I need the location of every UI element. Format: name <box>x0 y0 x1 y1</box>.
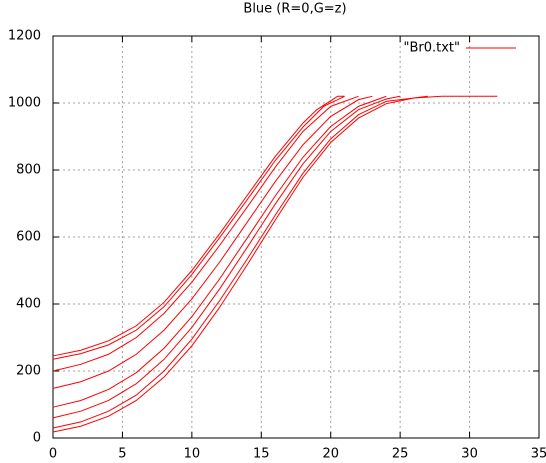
chart-title: Blue (R=0,G=z) <box>243 2 346 17</box>
y-tick-label: 800 <box>16 163 41 178</box>
x-tick-label: 10 <box>184 447 201 462</box>
x-tick-label: 5 <box>118 447 126 462</box>
y-tick-label: 200 <box>16 364 41 379</box>
x-tick-label: 20 <box>322 447 339 462</box>
x-tick-label: 30 <box>461 447 478 462</box>
x-tick-label: 35 <box>531 447 546 462</box>
y-tick-label: 600 <box>16 230 41 245</box>
x-tick-label: 25 <box>392 447 409 462</box>
legend-label: "Br0.txt" <box>403 41 460 56</box>
y-tick-label: 1200 <box>8 29 41 44</box>
y-tick-label: 0 <box>33 431 41 446</box>
x-tick-label: 0 <box>49 447 57 462</box>
data-line <box>52 95 498 433</box>
y-tick-label: 400 <box>16 297 41 312</box>
x-tick-label: 15 <box>253 447 270 462</box>
y-tick-label: 1000 <box>8 96 41 111</box>
